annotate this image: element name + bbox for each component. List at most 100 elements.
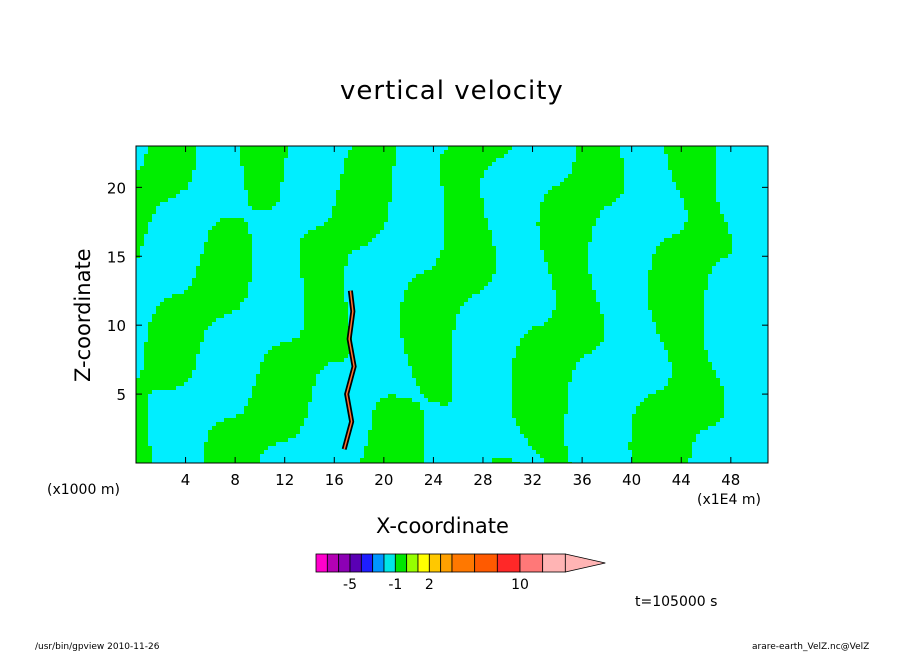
- positive-cell: [676, 346, 680, 350]
- positive-cell: [140, 222, 144, 226]
- positive-cell: [272, 422, 276, 426]
- positive-cell: [588, 170, 592, 174]
- positive-cell: [568, 342, 572, 346]
- positive-cell: [308, 330, 312, 334]
- positive-cell: [684, 202, 688, 206]
- positive-cell: [532, 342, 536, 346]
- positive-cell: [412, 322, 416, 326]
- positive-cell: [456, 174, 460, 178]
- positive-cell: [268, 202, 272, 206]
- positive-cell: [552, 342, 556, 346]
- positive-cell: [560, 234, 564, 238]
- positive-cell: [448, 270, 452, 274]
- positive-cell: [480, 214, 484, 218]
- positive-cell: [680, 230, 684, 234]
- positive-cell: [560, 422, 564, 426]
- positive-cell: [688, 250, 692, 254]
- positive-cell: [684, 366, 688, 370]
- positive-cell: [664, 294, 668, 298]
- positive-cell: [292, 414, 296, 418]
- positive-cell: [564, 290, 568, 294]
- positive-cell: [348, 234, 352, 238]
- positive-cell: [676, 254, 680, 258]
- positive-cell: [688, 362, 692, 366]
- positive-cell: [564, 382, 568, 386]
- positive-cell: [528, 434, 532, 438]
- positive-cell: [536, 374, 540, 378]
- positive-cell: [656, 402, 660, 406]
- positive-cell: [420, 330, 424, 334]
- positive-cell: [288, 346, 292, 350]
- positive-cell: [484, 254, 488, 258]
- positive-cell: [724, 242, 728, 246]
- positive-cell: [384, 178, 388, 182]
- positive-cell: [144, 378, 148, 382]
- positive-cell: [184, 366, 188, 370]
- positive-cell: [160, 354, 164, 358]
- positive-cell: [588, 198, 592, 202]
- positive-cell: [344, 238, 348, 242]
- positive-cell: [468, 182, 472, 186]
- positive-cell: [668, 266, 672, 270]
- positive-cell: [200, 294, 204, 298]
- positive-cell: [264, 410, 268, 414]
- positive-cell: [600, 186, 604, 190]
- positive-cell: [548, 362, 552, 366]
- positive-cell: [548, 210, 552, 214]
- positive-cell: [236, 238, 240, 242]
- positive-cell: [468, 270, 472, 274]
- positive-cell: [444, 378, 448, 382]
- positive-cell: [308, 286, 312, 290]
- positive-cell: [524, 362, 528, 366]
- positive-cell: [580, 158, 584, 162]
- positive-cell: [688, 166, 692, 170]
- positive-cell: [444, 274, 448, 278]
- positive-cell: [672, 250, 676, 254]
- positive-cell: [472, 170, 476, 174]
- positive-cell: [336, 270, 340, 274]
- positive-cell: [656, 290, 660, 294]
- positive-cell: [352, 182, 356, 186]
- positive-cell: [456, 298, 460, 302]
- positive-cell: [656, 298, 660, 302]
- positive-cell: [208, 242, 212, 246]
- positive-cell: [304, 334, 308, 338]
- positive-cell: [148, 190, 152, 194]
- positive-cell: [208, 262, 212, 266]
- positive-cell: [420, 378, 424, 382]
- positive-cell: [584, 214, 588, 218]
- positive-cell: [260, 162, 264, 166]
- positive-cell: [612, 178, 616, 182]
- positive-cell: [172, 166, 176, 170]
- positive-cell: [248, 250, 252, 254]
- positive-cell: [700, 294, 704, 298]
- positive-cell: [444, 382, 448, 386]
- positive-cell: [316, 238, 320, 242]
- positive-cell: [356, 178, 360, 182]
- positive-cell: [424, 342, 428, 346]
- positive-cell: [328, 342, 332, 346]
- positive-cell: [404, 346, 408, 350]
- positive-cell: [492, 262, 496, 266]
- positive-cell: [672, 382, 676, 386]
- positive-cell: [304, 322, 308, 326]
- positive-cell: [576, 222, 580, 226]
- positive-cell: [476, 258, 480, 262]
- positive-cell: [260, 170, 264, 174]
- positive-cell: [252, 386, 256, 390]
- positive-cell: [324, 362, 328, 366]
- positive-cell: [692, 306, 696, 310]
- positive-cell: [712, 394, 716, 398]
- positive-cell: [696, 394, 700, 398]
- positive-cell: [380, 150, 384, 154]
- positive-cell: [480, 154, 484, 158]
- positive-cell: [212, 234, 216, 238]
- positive-cell: [692, 182, 696, 186]
- positive-cell: [676, 186, 680, 190]
- positive-cell: [588, 238, 592, 242]
- positive-cell: [592, 290, 596, 294]
- positive-cell: [336, 274, 340, 278]
- positive-cell: [560, 362, 564, 366]
- positive-cell: [464, 182, 468, 186]
- positive-cell: [676, 338, 680, 342]
